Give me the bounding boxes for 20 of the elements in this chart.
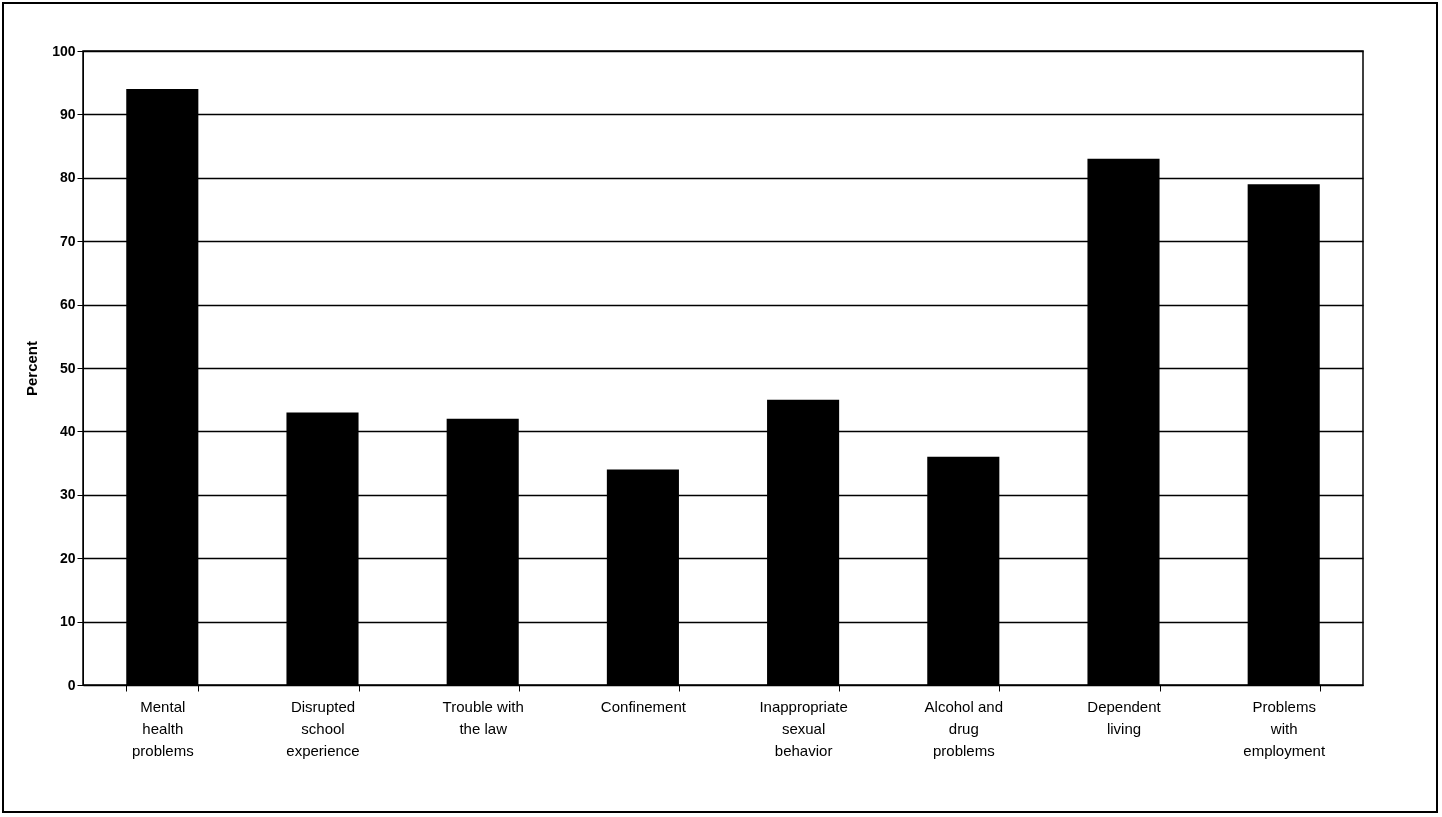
y-tick-label: 20 [59,549,76,566]
x-tick-label: Trouble with the law [442,697,524,737]
x-tick-label: Disrupted school experience [286,697,360,759]
y-tick-label: 60 [59,296,76,313]
y-tick-label: 80 [59,169,76,186]
x-tick-label: Problems with employment [1243,697,1326,759]
y-tick-label: 100 [52,42,76,59]
x-tick-label: Confinement [600,697,687,715]
y-axis-title: Percent [23,340,41,397]
y-tick-label: 0 [67,676,76,693]
x-tick-label: Alcohol and drug problems [924,697,1003,759]
y-tick-label: 50 [59,359,76,376]
y-tick-label: 40 [59,422,76,439]
y-tick-label: 30 [59,486,76,503]
y-tick-label: 70 [59,232,76,249]
x-tick-label: Inappropriate sexual behavior [759,697,848,759]
y-tick-label: 90 [59,105,76,122]
y-tick-label: 10 [59,613,76,630]
x-tick-label: Mental health problems [131,697,194,759]
x-tick-label: Dependent living [1087,697,1162,737]
